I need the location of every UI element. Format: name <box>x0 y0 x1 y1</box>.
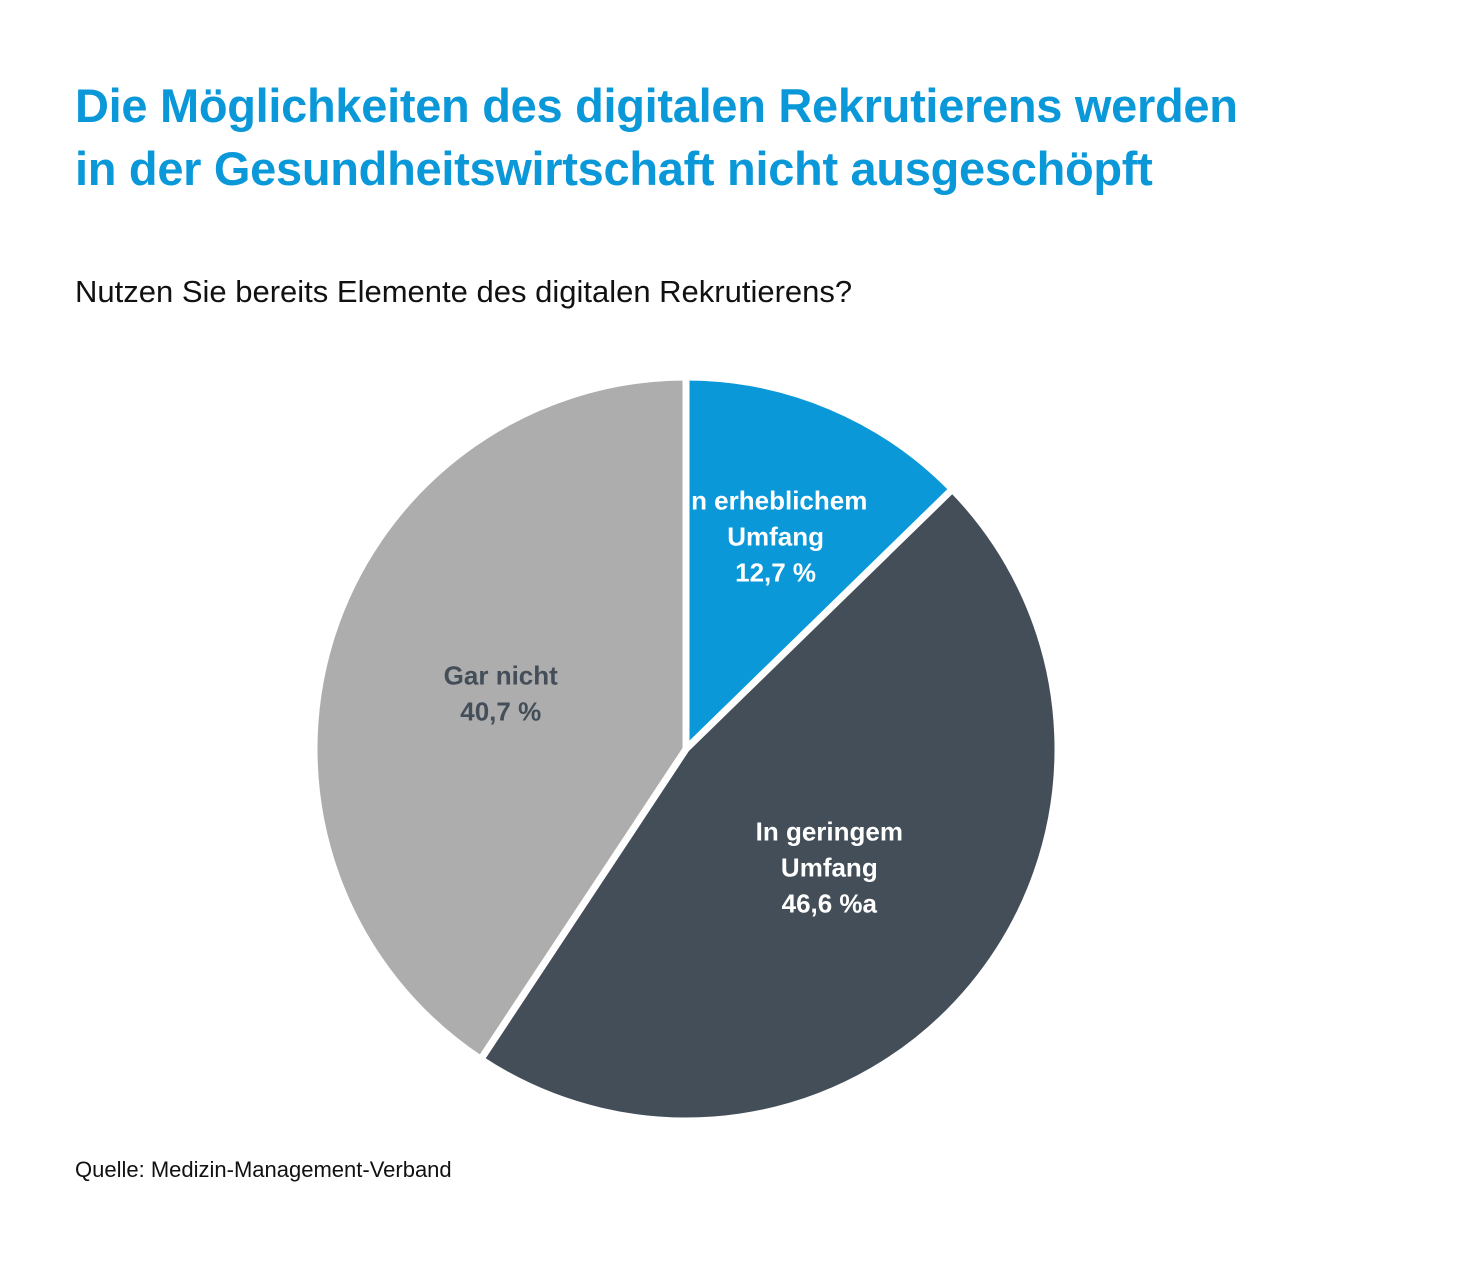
slice-label-1: In erheblichem Umfang 12,7 % <box>684 485 868 587</box>
chart-title: Die Möglichkeiten des digitalen Rekrutie… <box>75 74 1415 200</box>
slice-value-1: 12,7 % <box>735 557 816 587</box>
title-line-1: Die Möglichkeiten des digitalen Rekrutie… <box>75 79 1238 132</box>
slice-label-line: Gar nicht <box>444 660 558 690</box>
survey-question: Nutzen Sie bereits Elemente des digitale… <box>75 274 853 309</box>
pie-slice-1 <box>682 373 956 753</box>
slice-value-3: 40,7 % <box>460 696 541 726</box>
title-line-2: in der Gesundheitswirtschaft nicht ausge… <box>75 142 1153 195</box>
slice-labels: In erheblichem Umfang 12,7 % In geringem Umf… <box>444 485 903 918</box>
slice-label-3: Gar nicht 40,7 % <box>444 660 558 726</box>
pie-slice-3 <box>310 373 690 1063</box>
slice-label-line: In geringem <box>756 817 903 847</box>
source-note: Quelle: Medizin-Management-Verband <box>75 1157 452 1182</box>
slice-label-2: In geringem Umfang 46,6 %a <box>756 817 903 919</box>
slice-label-line: Umfang <box>781 853 878 883</box>
slice-label-line: In erheblichem <box>684 485 868 515</box>
slice-label-line: Umfang <box>727 521 824 551</box>
slice-value-2: 46,6 %a <box>782 889 878 919</box>
pie-slice-2 <box>477 485 1062 1125</box>
